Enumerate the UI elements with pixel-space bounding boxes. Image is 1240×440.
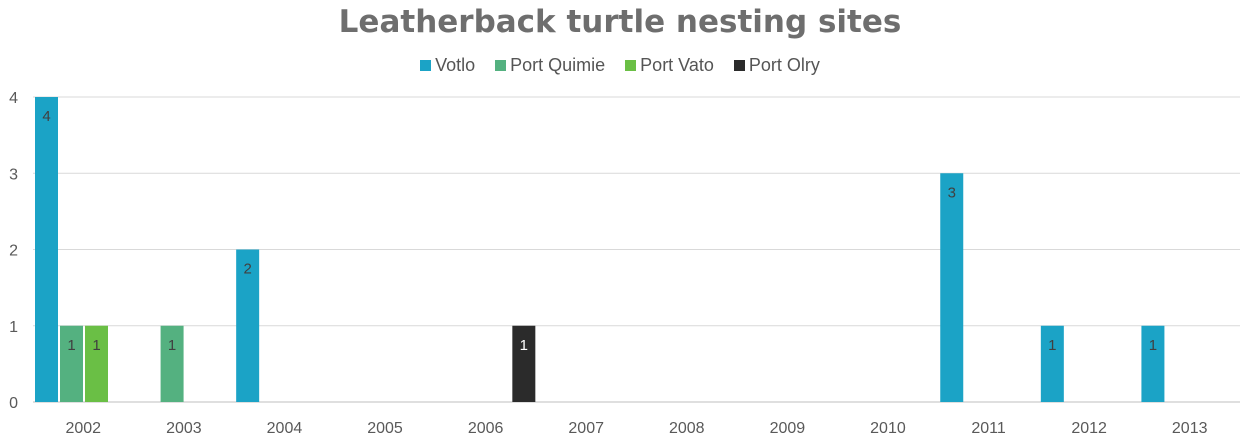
bar-votlo <box>35 97 58 402</box>
legend-item-port-vato: Port Vato <box>625 55 714 76</box>
data-label: 1 <box>67 337 75 354</box>
data-label: 1 <box>92 337 100 354</box>
x-tick-label: 2010 <box>870 420 906 437</box>
bar-port-quimie <box>160 325 184 402</box>
legend-label-port-olry: Port Olry <box>748 55 820 75</box>
bar-votlo <box>940 173 964 402</box>
x-tick-label: 2006 <box>468 420 504 437</box>
y-tick-label: 4 <box>9 90 18 107</box>
y-tick-label: 1 <box>9 319 18 336</box>
chart-title: Leatherback turtle nesting sites <box>338 4 902 40</box>
data-label: 1 <box>168 337 176 354</box>
legend-item-port-quimie: Port Quimie <box>495 55 605 76</box>
legend-swatch-votlo <box>420 60 432 71</box>
x-tick-label: 2005 <box>367 420 403 437</box>
x-tick-label: 2013 <box>1172 420 1208 437</box>
x-tick-label: 2012 <box>1071 420 1107 437</box>
data-label: 2 <box>243 261 251 278</box>
legend-swatch-port-olry <box>733 60 745 71</box>
y-tick-label: 2 <box>9 243 18 260</box>
x-tick-label: 2007 <box>568 420 604 437</box>
bar-port-vato <box>85 325 108 402</box>
legend-item-votlo: Votlo <box>420 55 475 76</box>
legend-swatch-port-vato <box>625 60 637 71</box>
chart-legend: Votlo Port Quimie Port Vato Port Olry <box>0 55 1240 76</box>
bar-votlo <box>1141 325 1165 402</box>
legend-swatch-port-quimie <box>495 60 507 71</box>
x-tick-label: 2009 <box>770 420 806 437</box>
x-tick-label: 2011 <box>971 420 1006 437</box>
bar-port-olry <box>512 325 536 402</box>
data-label: 1 <box>520 337 528 354</box>
legend-item-port-olry: Port Olry <box>733 55 820 76</box>
bar-votlo <box>236 249 260 402</box>
x-tick-label: 2002 <box>65 420 101 437</box>
data-label: 4 <box>42 108 50 125</box>
bar-votlo <box>1040 325 1064 402</box>
x-tick-label: 2004 <box>267 420 303 437</box>
x-tick-label: 2008 <box>669 420 705 437</box>
y-tick-label: 0 <box>9 395 18 412</box>
legend-label-port-quimie: Port Quimie <box>510 55 606 75</box>
legend-label-port-vato: Port Vato <box>640 55 714 75</box>
bar-port-quimie <box>60 325 83 402</box>
data-label: 1 <box>1149 337 1157 354</box>
data-label: 1 <box>1048 337 1056 354</box>
y-tick-label: 3 <box>9 166 18 183</box>
legend-label-votlo: Votlo <box>435 55 476 75</box>
x-tick-label: 2003 <box>166 420 202 437</box>
data-label: 3 <box>948 184 956 201</box>
